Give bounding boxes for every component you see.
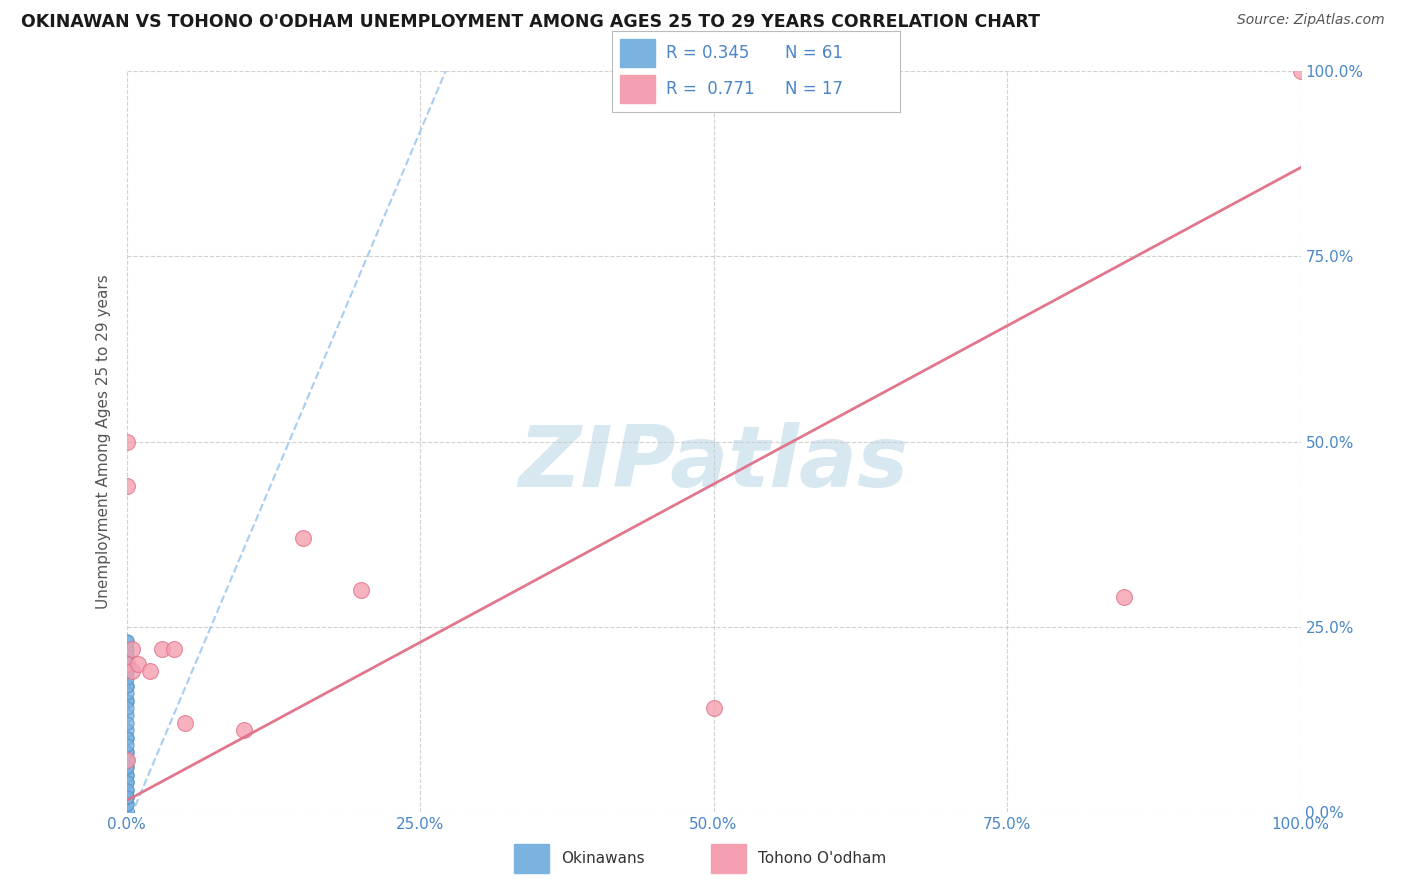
Point: [115, 805, 138, 819]
Point: [115, 805, 138, 819]
Point: [115, 753, 138, 767]
Point: [291, 531, 314, 545]
Point: [115, 434, 138, 449]
Point: [115, 738, 138, 752]
Point: [1114, 590, 1136, 604]
Text: Okinawans: Okinawans: [561, 851, 645, 866]
Point: [121, 664, 143, 678]
Point: [115, 805, 138, 819]
Point: [115, 760, 138, 774]
Point: [115, 657, 138, 671]
Point: [115, 679, 138, 693]
Text: R = 0.345: R = 0.345: [666, 44, 749, 62]
Point: [115, 805, 138, 819]
Point: [115, 641, 138, 656]
Text: OKINAWAN VS TOHONO O'ODHAM UNEMPLOYMENT AMONG AGES 25 TO 29 YEARS CORRELATION CH: OKINAWAN VS TOHONO O'ODHAM UNEMPLOYMENT …: [21, 13, 1040, 31]
Point: [115, 715, 138, 730]
Point: [139, 664, 162, 678]
Point: [350, 582, 373, 597]
Point: [115, 805, 138, 819]
Point: [115, 805, 138, 819]
FancyBboxPatch shape: [620, 39, 655, 68]
Point: [115, 805, 138, 819]
Point: [115, 805, 138, 819]
Point: [115, 805, 138, 819]
Point: [115, 634, 138, 648]
Point: [115, 753, 138, 767]
Point: [115, 805, 138, 819]
FancyBboxPatch shape: [711, 844, 747, 873]
Point: [162, 641, 184, 656]
Point: [115, 805, 138, 819]
Point: [233, 723, 256, 738]
Point: [115, 694, 138, 708]
Point: [115, 805, 138, 819]
Point: [115, 767, 138, 781]
Point: [115, 767, 138, 781]
Point: [115, 789, 138, 804]
Point: [115, 805, 138, 819]
Point: [702, 701, 725, 715]
Point: [115, 657, 138, 671]
Point: [150, 641, 173, 656]
Y-axis label: Unemployment Among Ages 25 to 29 years: Unemployment Among Ages 25 to 29 years: [96, 274, 111, 609]
Point: [1289, 64, 1312, 78]
Point: [115, 746, 138, 760]
Point: [115, 649, 138, 664]
Point: [115, 760, 138, 774]
Point: [115, 731, 138, 745]
Point: [115, 789, 138, 804]
Point: [115, 694, 138, 708]
Point: [115, 708, 138, 723]
Point: [115, 805, 138, 819]
Point: [115, 775, 138, 789]
Point: [115, 657, 138, 671]
Point: [115, 634, 138, 648]
Point: [115, 805, 138, 819]
Point: [115, 686, 138, 700]
Text: Source: ZipAtlas.com: Source: ZipAtlas.com: [1237, 13, 1385, 28]
FancyBboxPatch shape: [515, 844, 550, 873]
Point: [121, 641, 143, 656]
Text: ZIPatlas: ZIPatlas: [519, 422, 908, 505]
Point: [115, 805, 138, 819]
Point: [115, 479, 138, 493]
Point: [115, 664, 138, 678]
Point: [115, 753, 138, 767]
Point: [115, 805, 138, 819]
Point: [115, 782, 138, 797]
Point: [115, 679, 138, 693]
Point: [174, 715, 197, 730]
Point: [115, 797, 138, 812]
Point: [115, 672, 138, 686]
Point: [115, 641, 138, 656]
Point: [115, 789, 138, 804]
Point: [115, 805, 138, 819]
Point: [115, 649, 138, 664]
Point: [115, 797, 138, 812]
Point: [115, 701, 138, 715]
Point: [115, 805, 138, 819]
Text: N = 17: N = 17: [785, 80, 842, 98]
FancyBboxPatch shape: [620, 76, 655, 103]
Point: [115, 657, 138, 671]
Point: [127, 657, 149, 671]
Point: [115, 723, 138, 738]
Text: Tohono O'odham: Tohono O'odham: [758, 851, 886, 866]
Text: N = 61: N = 61: [785, 44, 842, 62]
Point: [115, 746, 138, 760]
Point: [115, 731, 138, 745]
Point: [115, 664, 138, 678]
Point: [115, 782, 138, 797]
Point: [115, 805, 138, 819]
Point: [115, 775, 138, 789]
Text: R =  0.771: R = 0.771: [666, 80, 755, 98]
